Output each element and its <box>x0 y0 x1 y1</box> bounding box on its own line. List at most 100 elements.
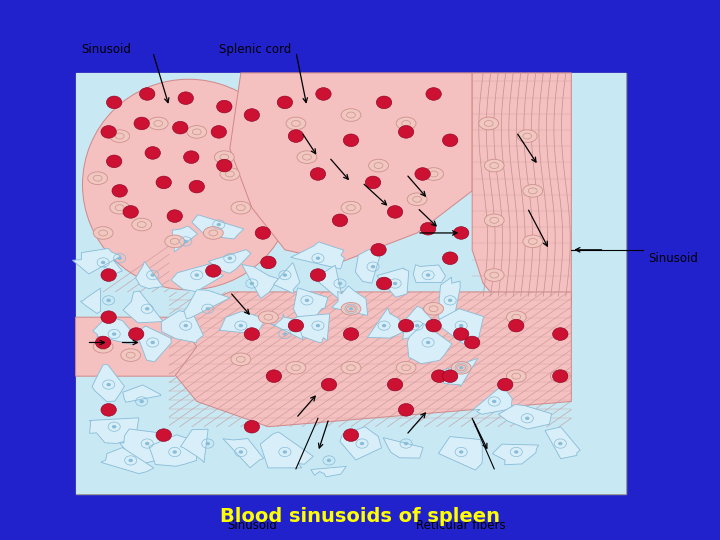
Ellipse shape <box>321 378 337 391</box>
Ellipse shape <box>211 126 227 138</box>
Ellipse shape <box>396 361 416 374</box>
Polygon shape <box>438 436 482 470</box>
Ellipse shape <box>184 240 188 243</box>
Polygon shape <box>492 444 539 465</box>
Ellipse shape <box>382 324 386 327</box>
Ellipse shape <box>145 146 161 159</box>
Ellipse shape <box>454 227 469 239</box>
Ellipse shape <box>525 416 529 420</box>
Ellipse shape <box>408 193 427 206</box>
Polygon shape <box>171 262 223 292</box>
Ellipse shape <box>156 176 171 188</box>
Ellipse shape <box>189 180 204 193</box>
Polygon shape <box>120 429 171 464</box>
Ellipse shape <box>112 185 127 197</box>
Ellipse shape <box>506 370 526 382</box>
Ellipse shape <box>244 109 260 122</box>
Polygon shape <box>291 242 344 269</box>
Ellipse shape <box>83 79 294 290</box>
Ellipse shape <box>316 87 331 100</box>
Ellipse shape <box>107 299 111 302</box>
Ellipse shape <box>415 324 419 327</box>
Polygon shape <box>161 310 203 343</box>
Ellipse shape <box>88 172 107 185</box>
Ellipse shape <box>140 400 144 403</box>
Ellipse shape <box>377 277 392 290</box>
Ellipse shape <box>107 155 122 167</box>
Ellipse shape <box>238 324 243 327</box>
Ellipse shape <box>341 302 361 315</box>
Ellipse shape <box>167 210 182 222</box>
Ellipse shape <box>464 336 480 349</box>
Polygon shape <box>135 261 163 289</box>
Ellipse shape <box>283 332 287 336</box>
Polygon shape <box>436 309 484 345</box>
Ellipse shape <box>178 92 194 105</box>
Ellipse shape <box>426 273 431 277</box>
Ellipse shape <box>206 442 210 446</box>
Polygon shape <box>81 288 101 313</box>
Ellipse shape <box>305 299 309 302</box>
Polygon shape <box>123 385 161 402</box>
Polygon shape <box>377 268 409 298</box>
Ellipse shape <box>132 218 152 231</box>
Ellipse shape <box>286 361 306 374</box>
Ellipse shape <box>371 265 375 268</box>
Polygon shape <box>408 323 452 364</box>
Ellipse shape <box>145 442 150 446</box>
Polygon shape <box>545 427 580 458</box>
Polygon shape <box>269 314 303 340</box>
Ellipse shape <box>498 378 513 391</box>
Ellipse shape <box>140 87 155 100</box>
Ellipse shape <box>396 117 416 130</box>
Text: Splenic cord: Splenic cord <box>219 43 291 56</box>
Ellipse shape <box>283 450 287 454</box>
Polygon shape <box>399 306 436 339</box>
Polygon shape <box>498 404 552 429</box>
Ellipse shape <box>371 244 386 256</box>
Text: Sinusoid: Sinusoid <box>227 519 276 532</box>
Ellipse shape <box>107 383 111 386</box>
Ellipse shape <box>415 167 431 180</box>
Polygon shape <box>294 288 328 317</box>
Ellipse shape <box>377 96 392 109</box>
Ellipse shape <box>165 235 184 248</box>
Ellipse shape <box>148 117 168 130</box>
Ellipse shape <box>150 273 155 277</box>
Ellipse shape <box>485 159 504 172</box>
Ellipse shape <box>550 370 570 382</box>
Ellipse shape <box>387 206 402 218</box>
Ellipse shape <box>238 450 243 454</box>
Ellipse shape <box>228 256 232 260</box>
Ellipse shape <box>316 324 320 327</box>
Ellipse shape <box>266 370 282 382</box>
Ellipse shape <box>360 442 364 446</box>
Ellipse shape <box>215 151 234 164</box>
Polygon shape <box>383 437 423 458</box>
Ellipse shape <box>393 282 397 285</box>
Ellipse shape <box>398 126 414 138</box>
Ellipse shape <box>244 420 260 433</box>
Ellipse shape <box>277 96 292 109</box>
Polygon shape <box>172 226 197 252</box>
Polygon shape <box>92 364 125 401</box>
Ellipse shape <box>459 324 464 327</box>
Ellipse shape <box>121 349 140 361</box>
Ellipse shape <box>442 252 458 265</box>
Ellipse shape <box>255 227 271 239</box>
Polygon shape <box>318 265 343 300</box>
Ellipse shape <box>206 307 210 310</box>
Ellipse shape <box>93 340 113 353</box>
Polygon shape <box>101 448 154 474</box>
Ellipse shape <box>184 324 188 327</box>
Ellipse shape <box>423 167 444 180</box>
Ellipse shape <box>426 319 441 332</box>
Ellipse shape <box>338 282 342 285</box>
Ellipse shape <box>398 319 414 332</box>
Polygon shape <box>73 248 121 274</box>
Polygon shape <box>332 286 368 315</box>
Polygon shape <box>192 215 244 239</box>
Polygon shape <box>340 427 382 460</box>
Ellipse shape <box>145 307 150 310</box>
Ellipse shape <box>552 328 568 340</box>
